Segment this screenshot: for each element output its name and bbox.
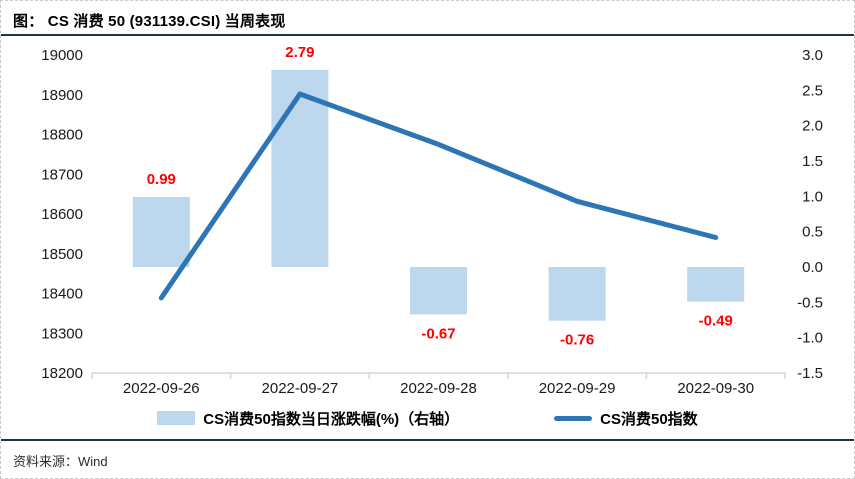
bar-value-label: -0.67 bbox=[421, 325, 455, 342]
right-axis-tick-label: -1.5 bbox=[797, 365, 823, 382]
bar-value-label: 0.99 bbox=[147, 171, 176, 188]
right-axis-tick-label: 2.5 bbox=[802, 82, 823, 99]
legend-item-bar: CS消费50指数当日涨跌幅(%)（右轴） bbox=[157, 408, 459, 429]
left-axis-tick-label: 18600 bbox=[41, 206, 83, 223]
legend-line-label: CS消费50指数 bbox=[600, 410, 698, 428]
right-axis-tick-label: 3.0 bbox=[802, 47, 823, 64]
figure-title-text: CS 消费 50 (931139.CSI) 当周表现 bbox=[47, 13, 286, 30]
x-axis-label: 2022-09-30 bbox=[677, 380, 754, 397]
right-axis-tick-label: -0.5 bbox=[797, 294, 823, 311]
legend-item-line: CS消费50指数 bbox=[554, 408, 698, 429]
x-axis-label: 2022-09-27 bbox=[262, 380, 339, 397]
x-axis-label: 2022-09-28 bbox=[400, 380, 477, 397]
chart-legend: CS消费50指数当日涨跌幅(%)（右轴） CS消费50指数 bbox=[1, 400, 854, 436]
figure-title: 图： CS 消费 50 (931139.CSI) 当周表现 bbox=[1, 1, 854, 34]
source-note: 资料来源：Wind bbox=[1, 441, 854, 470]
left-axis-tick-label: 18500 bbox=[41, 246, 83, 263]
index-line bbox=[158, 91, 719, 301]
x-axis-label: 2022-09-26 bbox=[123, 380, 200, 397]
source-value: Wind bbox=[78, 454, 108, 469]
left-axis-tick-label: 18900 bbox=[41, 87, 83, 104]
bar-value-label: -0.76 bbox=[560, 332, 594, 349]
legend-bar-label: CS消费50指数当日涨跌幅(%)（右轴） bbox=[203, 410, 460, 428]
figure-label-prefix: 图： bbox=[13, 13, 44, 30]
right-axis-tick-label: -1.0 bbox=[797, 330, 823, 347]
bar bbox=[687, 267, 745, 302]
right-axis-tick-label: 1.0 bbox=[802, 188, 823, 205]
source-label: 资料来源： bbox=[13, 454, 79, 469]
legend-bar-swatch bbox=[157, 411, 196, 425]
bar bbox=[548, 267, 606, 321]
x-axis-label: 2022-09-29 bbox=[539, 380, 616, 397]
left-axis-tick-label: 18800 bbox=[41, 127, 83, 144]
bar-value-label: 2.79 bbox=[285, 44, 314, 61]
footer-divider bbox=[1, 439, 854, 441]
right-axis-tick-label: 0.0 bbox=[802, 259, 823, 276]
bar-value-label: -0.49 bbox=[699, 313, 733, 330]
chart-area: 19000 18900 18800 18700 18600 18500 18400 18300… bbox=[1, 36, 854, 400]
legend-line-swatch bbox=[554, 415, 593, 421]
bar bbox=[132, 197, 190, 267]
left-axis-tick-label: 18200 bbox=[41, 365, 83, 382]
combo-chart: 19000 18900 18800 18700 18600 18500 18400 18300… bbox=[41, 44, 823, 397]
right-axis-tick-label: 2.0 bbox=[802, 118, 823, 135]
title-divider bbox=[1, 34, 854, 36]
left-axis-tick-label: 18700 bbox=[41, 166, 83, 183]
left-axis-tick-label: 18400 bbox=[41, 286, 83, 303]
right-axis-tick-label: 1.5 bbox=[802, 153, 823, 170]
left-axis-tick-label: 18300 bbox=[41, 325, 83, 342]
left-axis-tick-label: 19000 bbox=[41, 47, 83, 64]
right-axis-tick-label: 0.5 bbox=[802, 224, 823, 241]
bar bbox=[410, 267, 467, 315]
